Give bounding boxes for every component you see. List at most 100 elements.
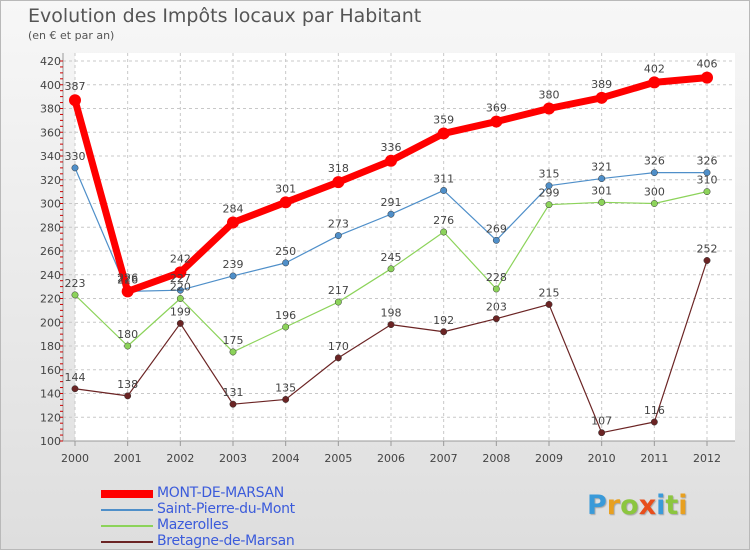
legend-swatch	[101, 490, 153, 498]
data-point	[545, 182, 553, 190]
y-tick-label: 160	[40, 364, 61, 377]
data-label: 138	[117, 378, 138, 391]
data-label: 203	[486, 301, 507, 314]
data-point	[282, 259, 290, 267]
data-point	[229, 272, 237, 280]
data-point	[71, 291, 79, 299]
data-label: 217	[328, 284, 349, 297]
data-label: 369	[486, 102, 507, 115]
data-label: 215	[539, 286, 560, 299]
data-label: 299	[539, 187, 560, 200]
y-tick-label: 340	[40, 150, 61, 163]
x-tick-label: 2000	[61, 452, 89, 465]
y-tick-label: 400	[40, 79, 61, 92]
logo-letter: r	[606, 490, 621, 521]
chart-subtitle: (en € et par an)	[28, 29, 115, 42]
data-point	[490, 115, 503, 128]
legend-label: Saint-Pierre-du-Mont	[157, 501, 295, 517]
data-point	[598, 429, 606, 437]
data-point	[703, 188, 711, 196]
y-tick-label: 140	[40, 388, 61, 401]
data-point	[71, 385, 79, 393]
x-tick-label: 2001	[114, 452, 142, 465]
data-label: 406	[697, 58, 718, 71]
data-point	[545, 300, 553, 308]
data-point	[595, 91, 608, 104]
logo-letter: P	[587, 490, 607, 521]
data-point	[703, 169, 711, 177]
y-tick-label: 200	[40, 316, 61, 329]
data-label: 170	[328, 340, 349, 353]
data-point	[174, 266, 187, 279]
chart-title: Evolution des Impôts locaux par Habitant	[28, 5, 422, 27]
data-point	[229, 400, 237, 408]
legend-label: Mazerolles	[157, 517, 229, 533]
data-point	[543, 102, 555, 115]
data-label: 326	[697, 155, 718, 168]
data-label: 175	[223, 334, 244, 347]
data-label: 315	[539, 168, 560, 181]
data-point	[334, 354, 342, 362]
x-tick-label: 2010	[588, 452, 616, 465]
legend-item: Saint-Pierre-du-Mont	[101, 501, 361, 518]
x-tick-label: 2003	[219, 452, 247, 465]
x-tick-label: 2004	[272, 452, 300, 465]
data-point	[279, 196, 292, 209]
y-tick-label: 300	[40, 198, 61, 211]
data-label: 284	[223, 203, 244, 216]
data-point	[598, 198, 606, 206]
data-point	[701, 71, 713, 84]
legend-item: Bretagne-de-Marsan	[101, 533, 361, 549]
data-point	[387, 210, 395, 218]
data-label: 310	[697, 174, 718, 187]
data-label: 250	[275, 245, 296, 258]
data-point	[282, 323, 290, 331]
y-tick-label: 320	[40, 174, 61, 187]
y-tick-label: 420	[40, 55, 61, 68]
legend-swatch	[101, 509, 153, 511]
x-tick-label: 2007	[430, 452, 458, 465]
data-label: 116	[644, 404, 665, 417]
legend-item: MONT-DE-MARSAN	[101, 485, 361, 502]
data-point	[387, 265, 395, 273]
data-point	[440, 186, 448, 194]
proxiti-logo: Proxiti	[587, 490, 688, 521]
data-point	[334, 232, 342, 240]
data-label: 311	[433, 172, 454, 185]
data-point	[598, 175, 606, 183]
data-label: 223	[65, 277, 86, 290]
data-point	[545, 201, 553, 209]
data-label: 321	[591, 161, 612, 174]
x-tick-label: 2006	[377, 452, 405, 465]
data-label: 144	[65, 371, 86, 384]
data-point	[121, 285, 134, 298]
legend-label: MONT-DE-MARSAN	[157, 485, 284, 501]
data-label: 301	[591, 184, 612, 197]
data-point	[650, 418, 658, 426]
data-label: 180	[117, 328, 138, 341]
data-point	[124, 392, 132, 400]
data-point	[69, 94, 81, 107]
y-tick-label: 240	[40, 269, 61, 282]
legend-swatch	[101, 541, 153, 543]
data-label: 196	[275, 309, 296, 322]
data-label: 135	[275, 381, 296, 394]
y-tick-label: 180	[40, 340, 61, 353]
data-label: 226	[117, 271, 138, 284]
data-label: 402	[644, 62, 665, 75]
legend-swatch	[101, 525, 153, 527]
data-point	[282, 395, 290, 403]
data-label: 239	[223, 258, 244, 271]
data-point	[176, 286, 184, 294]
data-label: 199	[170, 305, 191, 318]
x-tick-label: 2011	[640, 452, 668, 465]
chart-legend: MONT-DE-MARSAN Saint-Pierre-du-Mont Mazero…	[101, 485, 361, 549]
x-tick-label: 2012	[693, 452, 721, 465]
data-point	[650, 200, 658, 207]
data-label: 359	[433, 113, 454, 126]
data-label: 107	[591, 415, 612, 428]
data-label: 301	[275, 182, 296, 195]
data-label: 273	[328, 218, 349, 231]
